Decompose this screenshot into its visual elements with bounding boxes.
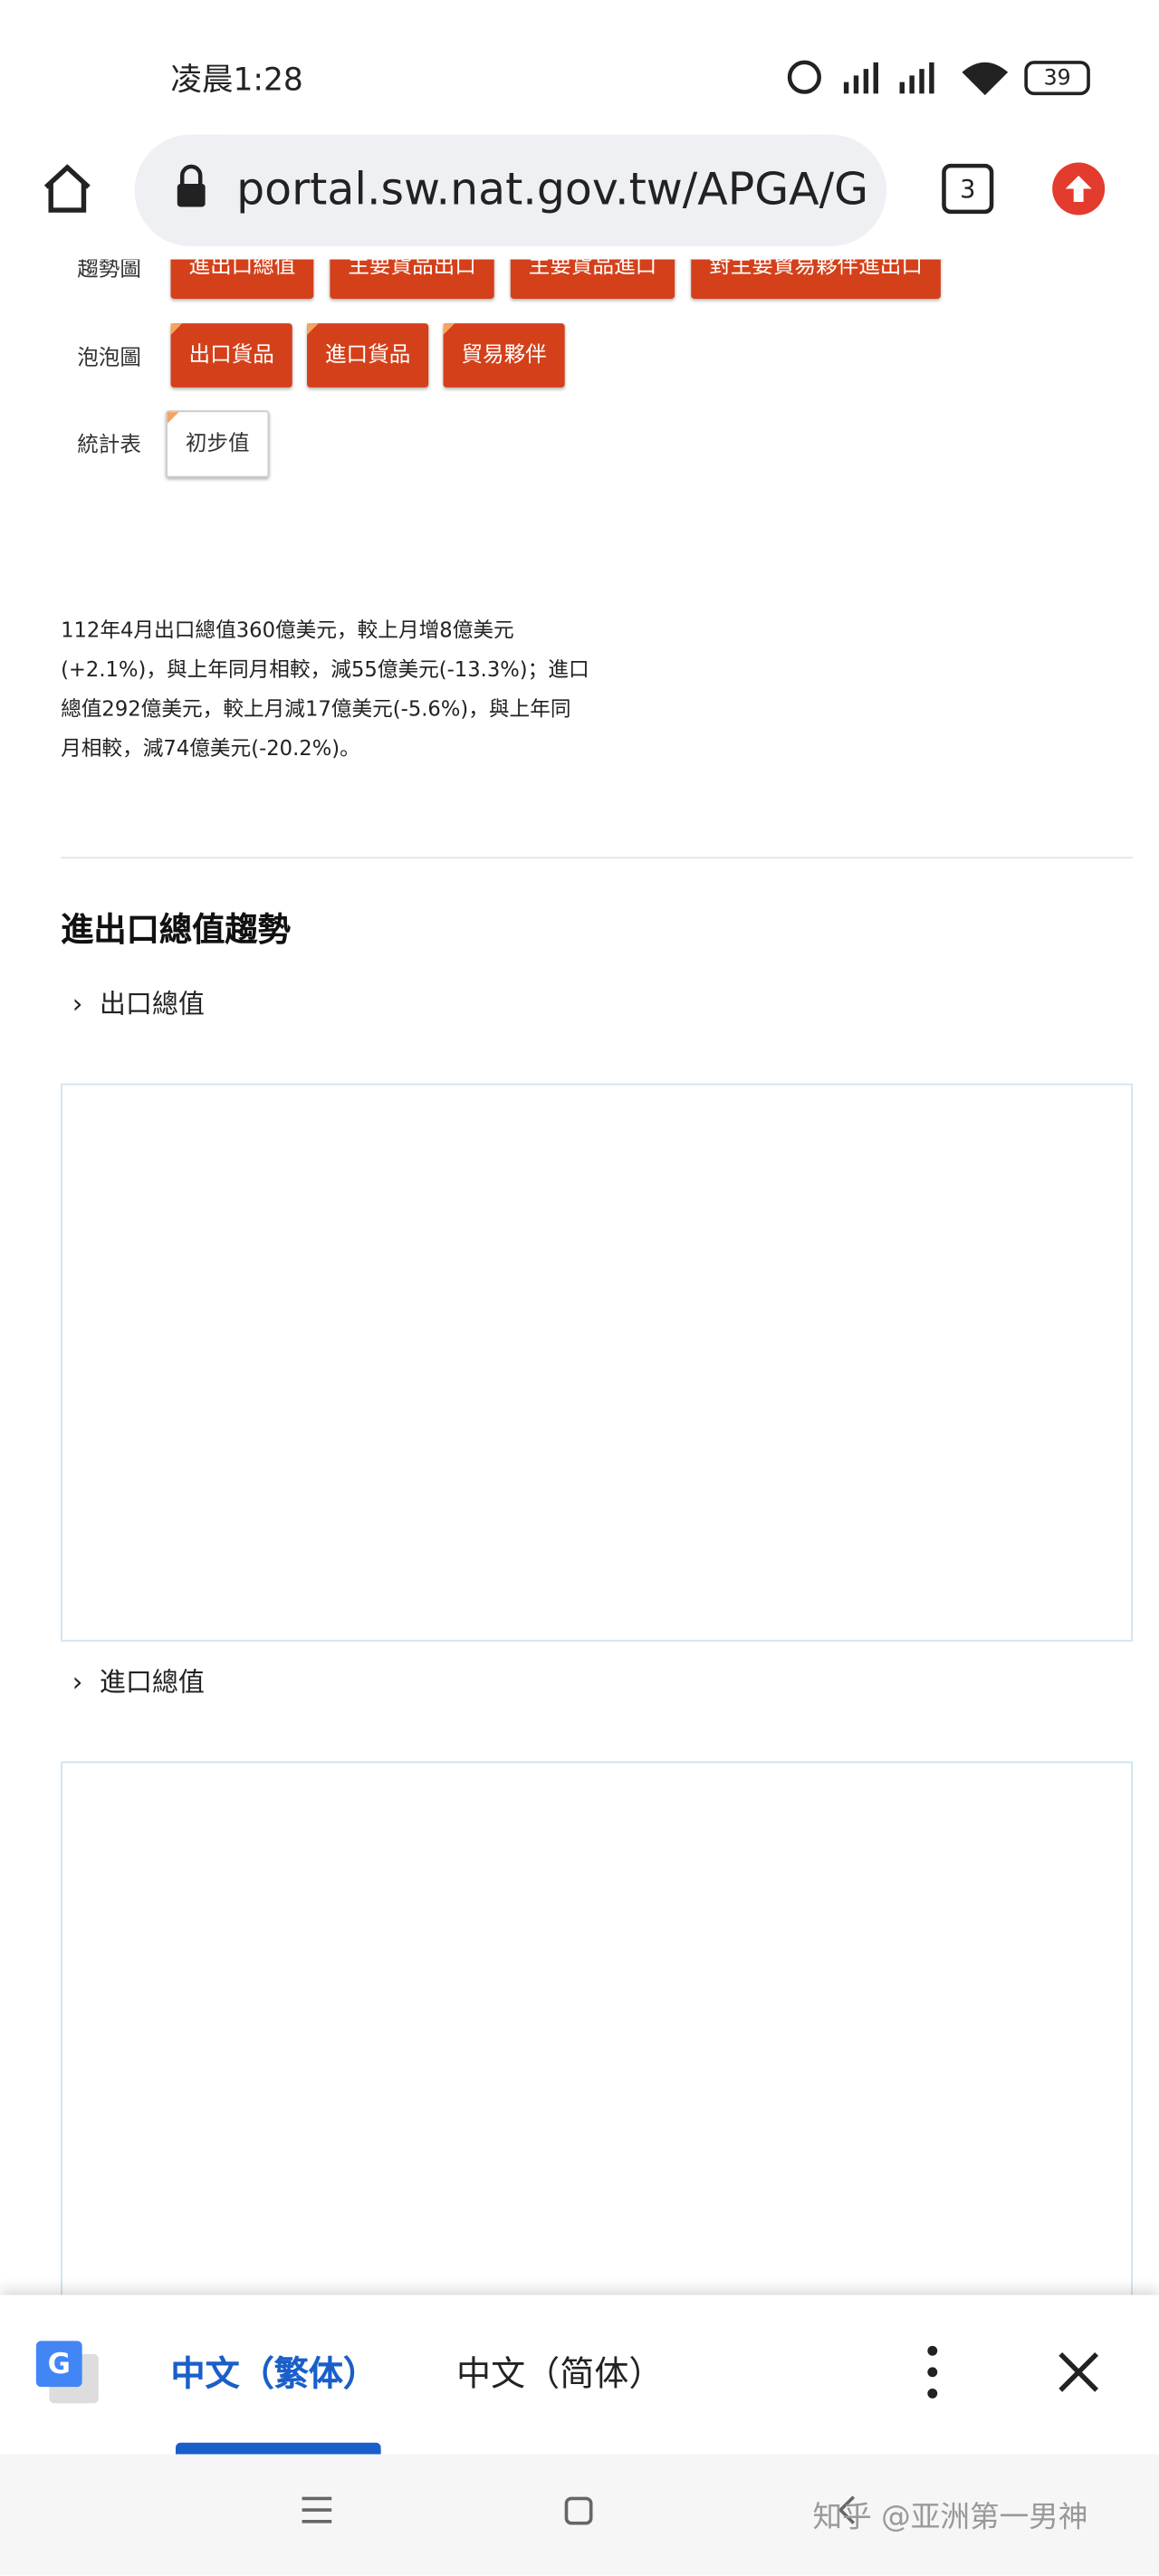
url-field[interactable] <box>134 134 887 246</box>
stats-table <box>598 588 1139 834</box>
menu-button[interactable]: 進出口總值 <box>170 259 314 299</box>
toggle-label: 進口總值 <box>99 1666 205 1698</box>
chart <box>61 1761 1133 2295</box>
tab-count: 3 <box>960 176 975 204</box>
summary: 112年4月出口總值360億美元，較上月增8億美元(+2.1%)，與上年同月相較… <box>61 617 589 761</box>
menu: 趨勢圖 進出口總值 主要貨品出口 主要貨品進口 對主要貿易夥伴進出口泡泡圖 出口貨品 進口貨… <box>0 259 1159 817</box>
translate-bar: G 中文（繁体） 中文（简体） <box>0 2294 1159 2455</box>
nav-icons[interactable] <box>0 2454 1159 2575</box>
clock: 凌晨1:28 <box>170 62 303 99</box>
menu-button[interactable]: 貿易夥伴 <box>443 323 565 388</box>
divider <box>61 857 1133 859</box>
menu-button[interactable]: 主要貨品出口 <box>330 259 494 299</box>
watermark: 知乎 @亚洲第一男神 <box>812 2500 1088 2535</box>
menu-button[interactable]: 對主要貿易夥伴進出口 <box>691 259 941 299</box>
tab-indicator <box>175 2442 381 2455</box>
language-tab[interactable]: 中文（简体） <box>456 2353 664 2394</box>
menu-button[interactable]: 初步值 <box>166 410 270 478</box>
menu-button[interactable]: 主要貨品進口 <box>510 259 675 299</box>
translate-icon: G <box>35 2341 99 2404</box>
browser-bar: portal.sw.nat.gov.tw/APGA/G 3 <box>43 134 1106 246</box>
menu-label: 泡泡圖 <box>77 346 141 371</box>
home-icon[interactable] <box>43 164 91 213</box>
menu-button[interactable]: 出口貨品 <box>170 323 292 388</box>
battery: 39 <box>1044 65 1071 91</box>
section-title: 進出口總值趨勢 <box>61 909 291 949</box>
status-icons: 39 <box>787 60 1090 96</box>
bar-actions[interactable] <box>903 2341 1116 2407</box>
svg-text:G: G <box>48 2348 71 2380</box>
url: portal.sw.nat.gov.tw/APGA/G <box>236 164 868 215</box>
tab-button[interactable] <box>942 163 994 215</box>
toggle[interactable]: › 出口總值 <box>72 988 205 1020</box>
menu-button[interactable]: 進口貨品 <box>307 323 429 388</box>
toggle[interactable]: › 進口總值 <box>72 1666 205 1698</box>
menu-label: 統計表 <box>77 433 141 458</box>
nav-bar: 知乎 @亚洲第一男神 <box>0 2454 1159 2576</box>
menu-label: 趨勢圖 <box>77 259 141 282</box>
toggle-label: 出口總值 <box>99 988 205 1020</box>
content: 趨勢圖 進出口總值 主要貨品出口 主要貨品進口 對主要貿易夥伴進出口泡泡圖 出口貨品 進口貨… <box>0 259 1159 2295</box>
language-tab[interactable]: 中文（繁体） <box>170 2353 378 2394</box>
chart <box>61 1083 1133 1642</box>
